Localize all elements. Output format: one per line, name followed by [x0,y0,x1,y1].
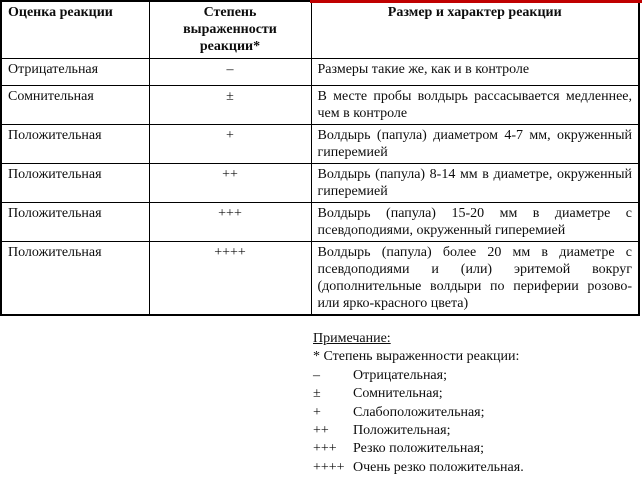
assessment-cell: Отрицательная [0,57,150,86]
header-row: Оценка реакции Степень выраженности реак… [0,0,640,59]
legend-symbol: ++++ [313,459,345,475]
degree-cell: +++ [148,201,312,242]
degree-cell: – [148,57,312,86]
degree-cell: ++++ [148,240,312,315]
description-cell: Волдырь (папула) более 20 мм в диаметре … [310,240,640,315]
assessment-cell: Положительная [0,123,150,164]
legend-symbol: ++ [313,423,329,439]
table-row: Отрицательная – Размеры такие же, как и … [0,57,640,86]
note-title: Примечание: [313,331,391,346]
legend-symbol: + [313,404,321,420]
table-row: Положительная +++ Волдырь (папула) 15-20… [0,201,640,242]
legend-label: Отрицательная; [353,367,447,383]
degree-cell: ++ [148,162,312,203]
legend-label: Слабоположительная; [353,404,485,420]
table-row: Положительная ++ Волдырь (папула) 8-14 м… [0,162,640,203]
legend-symbol: ± [313,386,321,402]
column-header-assessment: Оценка реакции [0,0,150,59]
note-legend-item: +++ Резко положительная; [313,440,633,458]
description-cell: Волдырь (папула) диаметром 4-7 мм, окруж… [310,123,640,164]
assessment-cell: Сомнительная [0,84,150,125]
degree-cell: ± [148,84,312,125]
note-legend-item: – Отрицательная; [313,367,633,385]
assessment-cell: Положительная [0,162,150,203]
note-legend-item: ++++ Очень резко положительная. [313,459,633,477]
note-legend-item: ++ Положительная; [313,422,633,440]
note-legend-item: + Слабоположительная; [313,404,633,422]
description-cell: В месте пробы волдырь рассасывается медл… [310,84,640,125]
legend-label: Сомнительная; [353,386,443,402]
legend-label: Положительная; [353,423,451,439]
note-legend-item: ± Сомнительная; [313,385,633,403]
assessment-cell: Положительная [0,240,150,315]
note-block: Примечание: * Степень выраженности реакц… [313,330,633,477]
description-cell: Размеры такие же, как и в контроле [310,57,640,86]
table-row: Положительная ++++ Волдырь (папула) боле… [0,240,640,315]
column-header-degree: Степень выраженности реакции* [148,0,312,59]
legend-label: Резко положительная; [353,441,484,457]
legend-label: Очень резко положительная. [353,459,524,475]
degree-cell: + [148,123,312,164]
assessment-cell: Положительная [0,201,150,242]
legend-symbol: – [313,367,320,383]
description-cell: Волдырь (папула) 15-20 мм в диаметре с п… [310,201,640,242]
reaction-assessment-table: Оценка реакции Степень выраженности реак… [0,0,640,316]
description-cell: Волдырь (папула) 8-14 мм в диаметре, окр… [310,162,640,203]
table-row: Положительная + Волдырь (папула) диаметр… [0,123,640,164]
red-top-line [310,0,642,3]
legend-symbol: +++ [313,441,337,457]
column-header-size-character: Размер и характер реакции [310,0,640,59]
table-row: Сомнительная ± В месте пробы волдырь рас… [0,84,640,125]
note-intro: * Степень выраженности реакции: [313,349,520,365]
